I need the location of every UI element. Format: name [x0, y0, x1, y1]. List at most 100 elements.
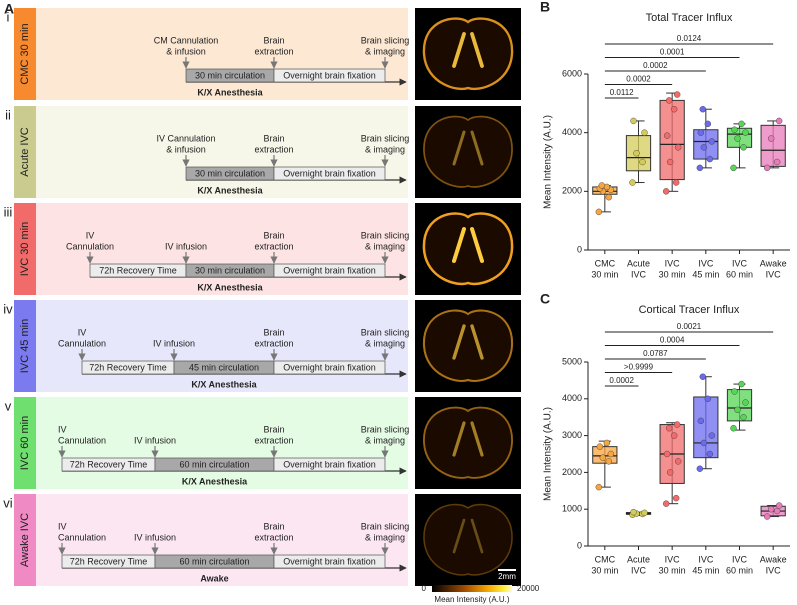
row-background — [36, 8, 408, 100]
step-label: & imaging — [365, 532, 405, 542]
data-point — [731, 126, 738, 133]
data-point — [665, 97, 673, 104]
p-value: >0.9999 — [624, 363, 654, 372]
data-point — [599, 454, 607, 461]
step-label: Brain slicing — [361, 424, 410, 434]
y-tick-label: 2000 — [562, 467, 582, 477]
step-label: IV infusion — [134, 435, 176, 445]
step-label: IV infusion — [165, 241, 207, 251]
timeline-bar-label: Overnight brain fixation — [283, 265, 376, 275]
colorbar-min: 0 — [422, 584, 427, 593]
data-point — [700, 439, 708, 447]
x-tick-label: Awake — [760, 554, 787, 564]
timeline-bar — [273, 68, 386, 83]
x-tick-label: Acute — [627, 554, 650, 564]
row-background — [36, 494, 408, 586]
brain-ventricle — [452, 130, 484, 166]
data-point — [773, 158, 781, 166]
step-label: Cannulation — [58, 532, 106, 542]
y-tick-label: 0 — [577, 244, 582, 254]
step-label: Brain slicing — [361, 35, 410, 45]
brain-outline — [423, 115, 513, 188]
step-label: extraction — [254, 241, 293, 251]
step-label: IV infusion — [134, 532, 176, 542]
data-point — [706, 155, 714, 163]
x-tick-label: 30 min — [659, 269, 686, 279]
timeline-bar-label: Overnight brain fixation — [283, 459, 376, 469]
timeline-bar — [273, 457, 386, 472]
step-label: Brain — [263, 424, 284, 434]
x-tick-label: 30 min — [659, 565, 686, 575]
data-point — [639, 158, 646, 166]
timeline-bar-label: 72h Recovery Time — [89, 362, 167, 372]
timeline-bar-label: 60 min circulation — [179, 556, 249, 566]
step-label: & imaging — [365, 435, 405, 445]
x-tick-label: IVC — [698, 554, 714, 564]
p-value: 0.0787 — [643, 349, 668, 358]
data-point — [706, 450, 714, 458]
row-strip — [14, 106, 36, 198]
step-label: Cannulation — [58, 435, 106, 445]
step-label: CM Cannulation — [154, 35, 219, 45]
step-label: Brain — [263, 133, 284, 143]
data-point — [662, 188, 670, 195]
data-point — [700, 144, 708, 151]
timeline-bar — [273, 554, 386, 569]
row-label: IVC 45 min — [19, 319, 31, 373]
y-tick-label: 0 — [577, 540, 582, 550]
timeline-bar-label: Overnight brain fixation — [283, 362, 376, 372]
brain-outline — [423, 406, 513, 479]
panel-letter: A — [4, 1, 14, 17]
y-tick-label: 4000 — [562, 393, 582, 403]
row-strip — [14, 397, 36, 489]
step-label: & imaging — [365, 241, 405, 251]
timeline-bar-label: 72h Recovery Time — [70, 556, 148, 566]
timeline-bar-label: 45 min circulation — [189, 362, 259, 372]
data-point — [697, 417, 705, 425]
data-point — [697, 129, 705, 136]
data-point — [696, 164, 704, 172]
x-tick-label: IVC — [631, 269, 647, 279]
condition-label: K/X Anesthesia — [191, 379, 257, 389]
step-label: & infusion — [166, 46, 206, 56]
data-point — [740, 144, 747, 151]
brain-ventricle — [452, 421, 484, 457]
x-tick-label: 45 min — [692, 565, 719, 575]
x-tick-label: 60 min — [726, 269, 753, 279]
step-label: Cannulation — [66, 241, 114, 251]
y-tick-label: 5000 — [562, 356, 582, 366]
data-point — [670, 105, 678, 113]
row-label: CMC 30 min — [19, 23, 31, 84]
x-tick-label: 30 min — [591, 565, 618, 575]
step-label: Brain — [263, 35, 284, 45]
data-point — [730, 425, 737, 432]
data-point — [629, 179, 636, 186]
brain-outline — [422, 212, 514, 286]
data-point — [663, 450, 671, 458]
condition-label: Awake — [200, 573, 228, 583]
row-label: Awake IVC — [19, 513, 31, 567]
step-label: extraction — [254, 435, 293, 445]
step-label: & imaging — [365, 338, 405, 348]
data-point — [665, 425, 673, 432]
chart-title: Cortical Tracer Influx — [639, 304, 740, 316]
step-label: Brain — [263, 230, 284, 240]
brain-outline — [422, 309, 514, 382]
step-label: extraction — [254, 532, 293, 542]
timeline-bar-label: 72h Recovery Time — [99, 265, 177, 275]
data-point — [663, 132, 671, 139]
x-tick-label: IVC — [766, 269, 782, 279]
step-label: Brain slicing — [361, 521, 410, 531]
box — [693, 396, 719, 459]
p-value: 0.0002 — [626, 75, 651, 84]
data-point — [607, 450, 615, 458]
data-point — [605, 193, 613, 201]
x-tick-label: 45 min — [692, 269, 719, 279]
y-tick-label: 6000 — [562, 68, 582, 78]
panel-letter: B — [540, 0, 550, 15]
row-numeral: v — [5, 398, 12, 413]
x-tick-label: CMC — [595, 554, 616, 564]
step-label: IV Cannulation — [156, 133, 215, 143]
step-label: Brain — [263, 521, 284, 531]
